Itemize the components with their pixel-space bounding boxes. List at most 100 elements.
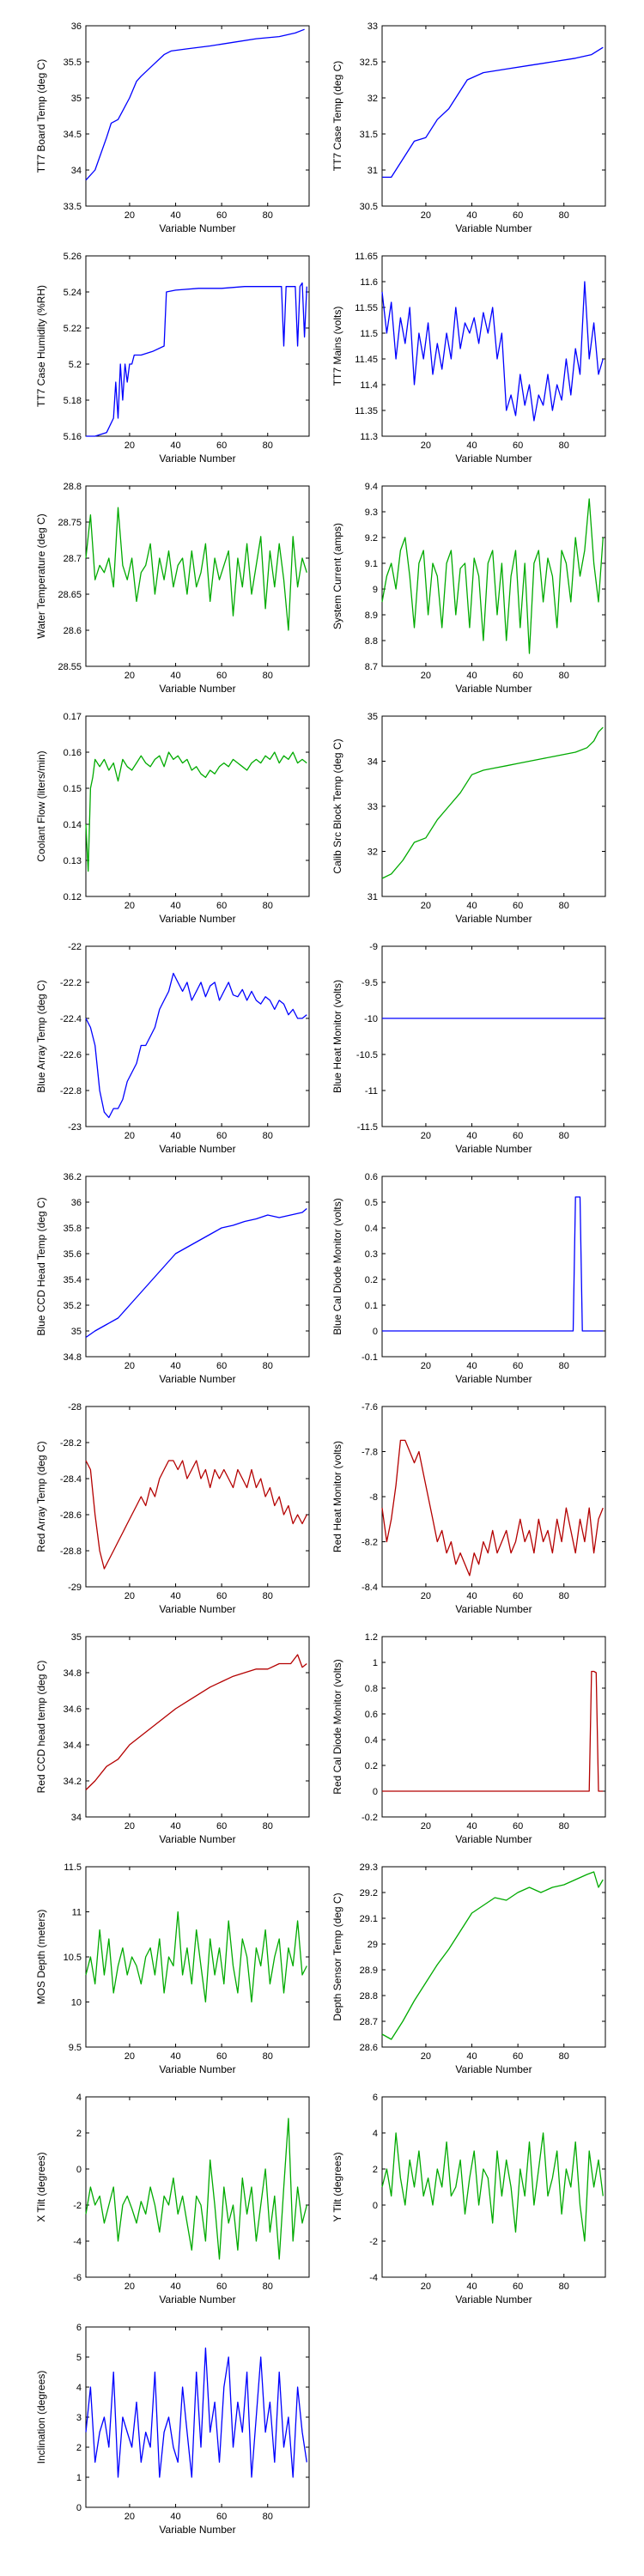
x-axis-label: Variable Number (455, 1603, 532, 1615)
y-tick-label: -10.5 (356, 1050, 378, 1060)
x-tick-label: 60 (216, 1361, 227, 1371)
y-axis-label: Depth Sensor Temp (deg C) (331, 1893, 343, 2020)
x-tick-label: 60 (216, 210, 227, 221)
y-tick-label: -0.1 (361, 1352, 378, 1363)
x-tick-label: 60 (216, 2512, 227, 2522)
y-tick-label: 28.75 (58, 518, 82, 528)
y-tick-label: -28.6 (60, 1510, 82, 1521)
x-tick-label: 20 (421, 1591, 431, 1601)
y-tick-label: 35.2 (64, 1301, 82, 1311)
x-tick-label: 40 (466, 901, 477, 911)
x-tick-label: 60 (216, 1131, 227, 1141)
x-tick-label: 80 (263, 901, 273, 911)
y-tick-label: 0.4 (365, 1224, 378, 1234)
x-axis-label: Variable Number (159, 1143, 235, 1155)
x-tick-label: 80 (559, 1131, 569, 1141)
x-tick-label: 60 (216, 440, 227, 451)
series-line (85, 507, 307, 631)
y-axis-label: TT7 Case Temp (deg C) (331, 61, 343, 172)
series-line (381, 726, 604, 879)
x-tick-label: 40 (170, 1591, 180, 1601)
plot-frame (85, 25, 310, 207)
x-tick-label: 20 (421, 901, 431, 911)
y-tick-label: 31 (368, 166, 378, 176)
x-tick-label: 40 (466, 2051, 477, 2062)
x-axis-label: Variable Number (159, 2293, 235, 2306)
y-tick-label: 28.7 (360, 2017, 378, 2027)
y-tick-label: 33 (368, 802, 378, 812)
x-tick-label: 20 (125, 2281, 135, 2292)
y-tick-label: 34.6 (64, 1704, 82, 1715)
x-axis-label: Variable Number (159, 2524, 235, 2536)
y-tick-label: 36.2 (64, 1172, 82, 1182)
y-tick-label: 0.15 (64, 784, 82, 794)
y-tick-label: -8 (369, 1492, 378, 1503)
y-axis-label: MOS Depth (meters) (35, 1910, 47, 2005)
x-tick-label: 40 (170, 2512, 180, 2522)
x-tick-label: 60 (216, 2051, 227, 2062)
y-tick-label: -8.2 (361, 1538, 378, 1548)
y-tick-label: 34.5 (64, 130, 82, 140)
y-tick-label: 0.13 (64, 856, 82, 866)
series-line (381, 281, 604, 422)
chart-mos-depth: 20 40 60 80 9.5 10 10.5 11 11.5 Variable Number MO… (35, 1862, 310, 2075)
x-tick-label: 40 (170, 210, 180, 221)
x-tick-label: 40 (466, 1131, 477, 1141)
y-tick-label: 0.16 (64, 748, 82, 758)
x-axis-label: Variable Number (455, 913, 532, 925)
y-tick-label: -2 (369, 2237, 378, 2247)
x-axis-label: Variable Number (455, 222, 532, 234)
x-tick-label: 60 (513, 1591, 523, 1601)
plot-frame (85, 1176, 310, 1358)
y-tick-label: 2 (76, 2129, 82, 2139)
y-tick-label: 0 (373, 2201, 378, 2211)
plot-frame (381, 945, 606, 1127)
y-tick-label: 32 (368, 848, 378, 858)
y-axis-label: TT7 Case Humidity (%RH) (35, 285, 47, 407)
series-line (85, 2117, 307, 2260)
y-tick-label: 0.6 (365, 1172, 378, 1182)
plot-frame (85, 2326, 310, 2508)
y-tick-label: 11.4 (360, 380, 378, 391)
y-tick-label: 2 (76, 2443, 82, 2453)
x-tick-label: 40 (466, 1821, 477, 1832)
y-tick-label: 35 (71, 94, 82, 104)
y-tick-label: 29 (368, 1940, 378, 1950)
y-tick-label: 0.5 (365, 1198, 378, 1208)
y-tick-label: 35.6 (64, 1249, 82, 1260)
chart-tt7-mains: 20 40 60 80 11.3 11.35 11.4 11.45 11.5 11.55 11.6 1… (331, 252, 606, 465)
x-tick-label: 20 (125, 1131, 135, 1141)
y-tick-label: 9.4 (365, 482, 378, 492)
y-tick-label: 9.2 (365, 533, 378, 544)
y-tick-label: 0.14 (64, 820, 82, 830)
series-line (381, 1871, 604, 2040)
y-tick-label: -22.8 (60, 1086, 82, 1097)
y-tick-label: -9 (369, 942, 378, 952)
x-axis-label: Variable Number (455, 2293, 532, 2306)
y-tick-label: -4 (369, 2273, 378, 2283)
y-tick-label: 8.9 (365, 611, 378, 621)
y-tick-label: 9.5 (69, 2043, 82, 2053)
series-line (85, 1460, 307, 1570)
chart-red-array-temp: 20 40 60 80 -29 -28.8 -28.6 -28.4 -28.2 -28 Variab… (35, 1402, 310, 1615)
x-tick-label: 20 (421, 440, 431, 451)
y-tick-label: 35.8 (64, 1224, 82, 1234)
x-tick-label: 60 (216, 671, 227, 681)
x-tick-label: 80 (263, 2051, 273, 2062)
plot-frame (381, 1636, 606, 1818)
y-tick-label: 31 (368, 892, 378, 902)
x-tick-label: 80 (263, 1131, 273, 1141)
y-tick-label: -4 (73, 2237, 82, 2247)
y-tick-label: -10 (364, 1014, 378, 1024)
chart-depth-sensor-temp: 20 40 60 80 28.6 28.7 28.8 28.9 29 29.1 29.2 29.3 Va… (331, 1862, 606, 2075)
x-tick-label: 40 (466, 1591, 477, 1601)
chart-water-temperature: 20 40 60 80 28.55 28.6 28.65 28.7 28.75 28.8 Varia… (35, 482, 310, 695)
y-tick-label: 5.16 (64, 432, 82, 442)
plot-frame (85, 715, 310, 897)
y-tick-label: -22 (68, 942, 82, 952)
chart-red-ccd-head-temp: 20 40 60 80 34 34.2 34.4 34.6 34.8 35 Variable Num… (35, 1632, 310, 1845)
y-tick-label: 33.5 (64, 202, 82, 212)
plot-frame (381, 1406, 606, 1588)
y-tick-label: 11.3 (360, 432, 378, 442)
x-axis-label: Variable Number (159, 1373, 235, 1385)
